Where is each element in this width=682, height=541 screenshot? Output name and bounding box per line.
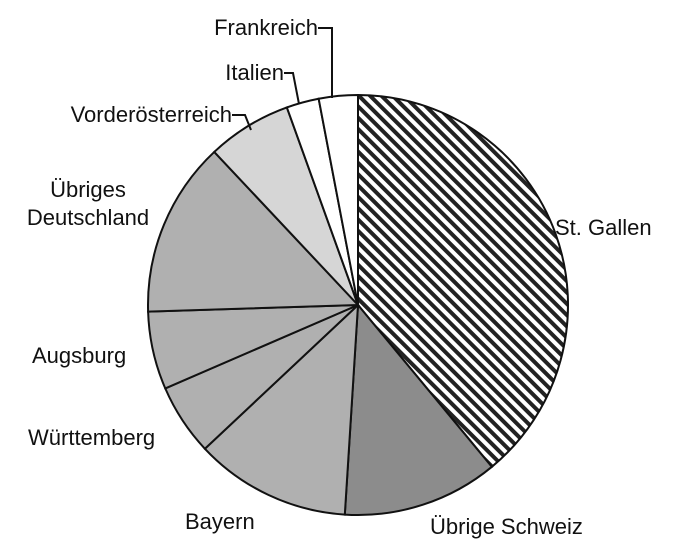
leader-line: [318, 27, 333, 98]
pie-slice: [147, 150, 361, 313]
slice-label: Übrige Schweiz: [430, 514, 583, 539]
pie-slice: [203, 302, 360, 516]
pie-slice: [317, 93, 359, 306]
pie-slice: [343, 302, 494, 516]
slice-label: St. Gallen: [555, 215, 652, 240]
slice-label: Bayern: [185, 509, 255, 534]
leaders: [232, 27, 333, 131]
pie-slice: [357, 93, 569, 469]
slice-label: Italien: [225, 60, 284, 85]
slice-label: Augsburg: [32, 343, 127, 368]
leader-line: [284, 72, 300, 105]
slice-label: Übriges Deutschland: [26, 177, 150, 230]
slice-label: Württemberg: [28, 425, 156, 450]
slice-label: Vorderösterreich: [70, 102, 232, 127]
leader-line: [232, 114, 252, 131]
slice-label: Frankreich: [214, 15, 318, 40]
